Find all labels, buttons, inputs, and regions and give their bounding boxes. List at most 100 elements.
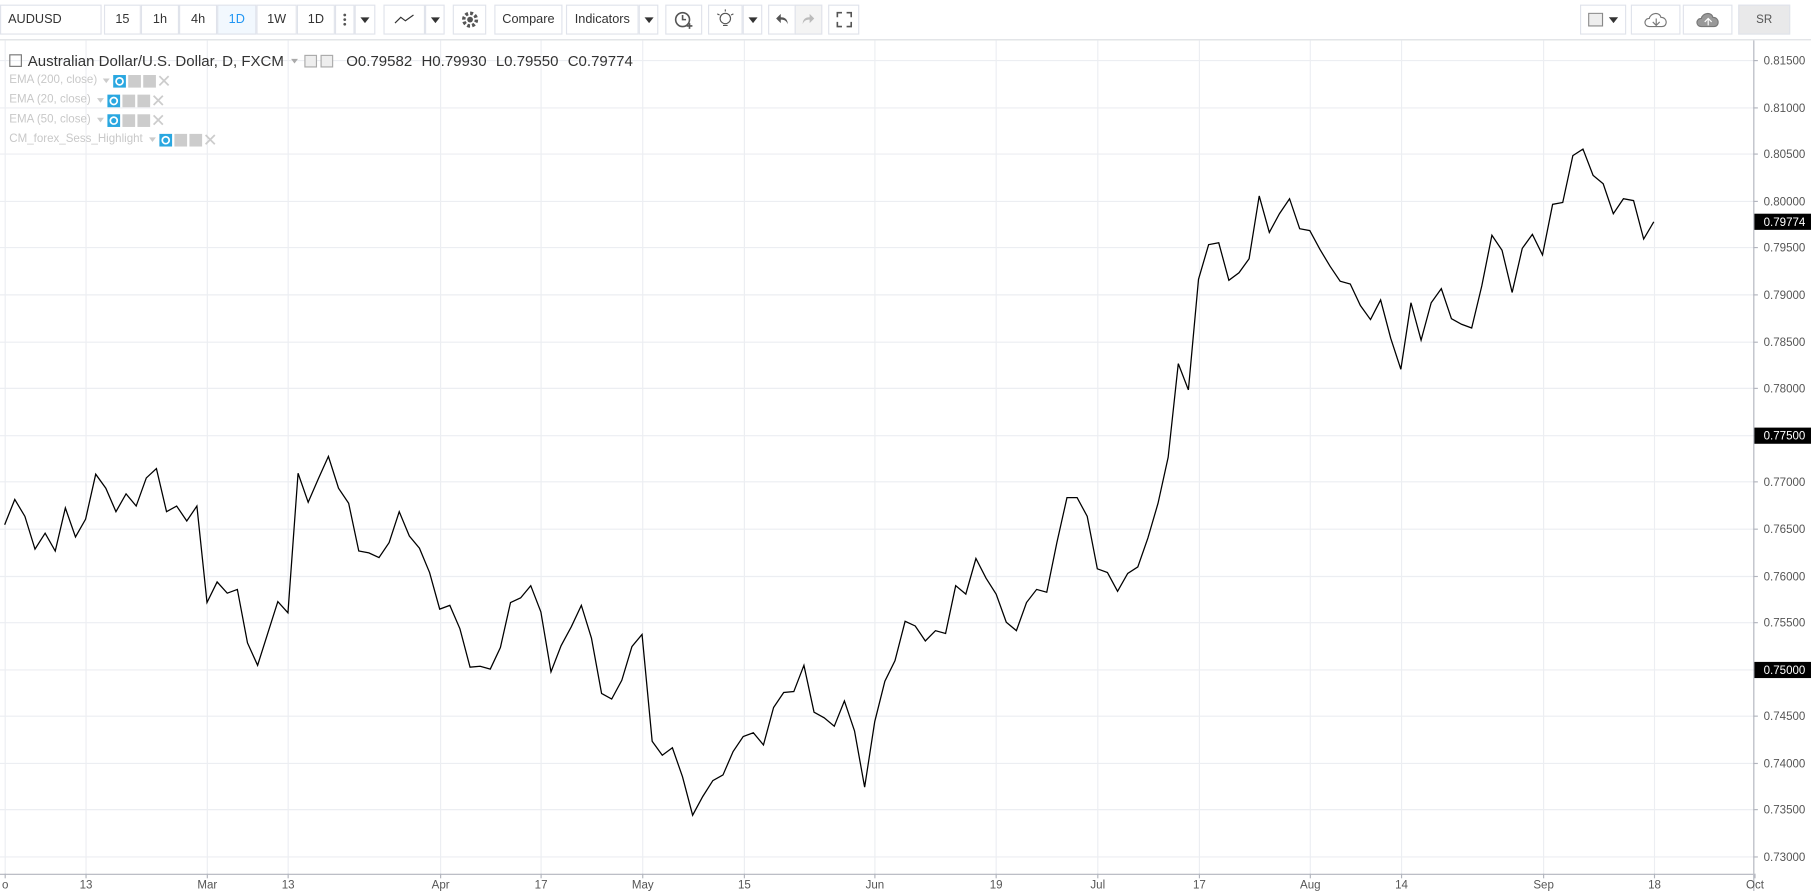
axes: 0.73000 0.73500 0.74000 0.74500 0.75000 0.755… <box>2 56 1811 891</box>
interval-dropdown[interactable] <box>354 4 376 35</box>
x-tick-label: Sep <box>1533 880 1554 891</box>
indicators-button[interactable]: Indicators <box>565 4 639 35</box>
plot-area <box>4 148 1655 817</box>
legend-main: Australian Dollar/U.S. Dollar, D, FXCM O… <box>9 51 642 71</box>
price-line-label-bg <box>1754 427 1811 444</box>
x-tick-label: Mar <box>197 880 217 891</box>
compare-button[interactable]: Compare <box>494 4 563 35</box>
toolbar: AUDUSD 15 1h 4h 1D 1W 1D Compare Indicators S… <box>0 0 1811 41</box>
more-intervals[interactable] <box>334 4 355 35</box>
indicators-dropdown[interactable] <box>638 4 659 35</box>
study-row: CM_forex_Sess_Highlight <box>9 129 642 149</box>
y-tick-label: 0.79500 <box>1764 243 1806 255</box>
y-tick-label: 0.79000 <box>1764 290 1806 302</box>
fullscreen-button[interactable] <box>828 4 860 35</box>
x-tick-label: 15 <box>738 880 751 891</box>
y-tick-label: 0.76500 <box>1764 524 1806 536</box>
ohlc-item: H0.79930 <box>421 52 486 69</box>
ideas-dropdown[interactable] <box>742 4 763 35</box>
chart-style-dropdown[interactable] <box>425 4 445 35</box>
account-button[interactable]: SR <box>1738 4 1791 35</box>
price-line <box>4 148 1655 817</box>
y-tick-label: 0.73000 <box>1764 852 1806 864</box>
y-tick-label: 0.75000 <box>1764 665 1806 677</box>
y-tick-label: 0.80500 <box>1764 149 1806 161</box>
interval-button[interactable]: 1D <box>296 4 335 35</box>
ohlc-value: 0.79774 <box>578 51 633 70</box>
study-controls[interactable] <box>147 132 221 146</box>
y-tick-label: 0.77000 <box>1764 477 1806 489</box>
series-controls[interactable] <box>288 54 337 68</box>
layout-button[interactable] <box>1579 4 1627 35</box>
y-tick-label: 0.81500 <box>1764 56 1806 68</box>
y-tick-label: 0.73500 <box>1764 805 1806 817</box>
y-tick-label: 0.78000 <box>1764 383 1806 395</box>
x-tick-label: 13 <box>282 880 295 891</box>
x-tick-label: May <box>632 880 654 891</box>
y-tick-label: 0.77500 <box>1764 431 1806 443</box>
last-price-marker <box>1754 213 1811 230</box>
ohlc-label: H <box>421 51 433 70</box>
alert-button[interactable] <box>665 4 703 35</box>
price-line-label-bg <box>1754 661 1811 679</box>
study-controls[interactable] <box>95 93 169 107</box>
symbol-input[interactable]: AUDUSD <box>0 4 102 35</box>
y-tick-label: 0.74000 <box>1764 759 1806 771</box>
x-tick-label: 17 <box>535 880 548 891</box>
legend: Australian Dollar/U.S. Dollar, D, FXCM O… <box>9 51 642 149</box>
x-tick-label: Jul <box>1090 880 1105 891</box>
study-row: EMA (50, close) <box>9 110 642 130</box>
ohlc-label: L <box>495 51 505 70</box>
study-controls[interactable] <box>102 73 176 88</box>
y-tick-label: 0.81000 <box>1764 103 1806 115</box>
y-tick-label: 0.78500 <box>1764 337 1806 349</box>
study-row: EMA (200, close) <box>9 70 642 90</box>
ohlc-item: L0.79550 <box>496 52 559 69</box>
x-tick-label: 19 <box>990 880 1003 891</box>
y-tick-label: 0.75500 <box>1764 618 1806 630</box>
interval-button[interactable]: 1W <box>256 4 297 35</box>
save-button[interactable] <box>1682 4 1733 35</box>
grid <box>0 40 1756 874</box>
x-tick-label: 14 <box>1395 880 1408 891</box>
studies-list: EMA (200, close) EMA (20, close) EMA (50, … <box>9 70 642 148</box>
settings-button[interactable] <box>452 4 487 35</box>
x-tick-label: Jun <box>866 880 885 891</box>
series-title: Australian Dollar/U.S. Dollar, D, FXCM <box>27 51 284 70</box>
study-controls[interactable] <box>95 113 169 127</box>
study-name: EMA (50, close) <box>9 113 91 126</box>
ohlc-value: 0.79550 <box>504 51 559 70</box>
ohlc-item: C0.79774 <box>568 52 633 69</box>
ideas-button[interactable] <box>707 4 743 35</box>
collapse-toggle[interactable] <box>9 54 22 67</box>
x-tick-label: Oct <box>1746 880 1765 891</box>
x-tick-label: Apr <box>432 880 450 891</box>
y-tick-label: 0.76000 <box>1764 572 1806 584</box>
ohlc-item: O0.79582 <box>346 52 412 69</box>
interval-button[interactable]: 4h <box>179 4 218 35</box>
interval-button[interactable]: 15 <box>103 4 141 35</box>
redo-button[interactable] <box>794 4 823 35</box>
study-name: EMA (20, close) <box>9 93 91 107</box>
study-name: EMA (200, close) <box>9 73 98 87</box>
ohlc-label: O <box>346 51 358 70</box>
x-tick-label: Aug <box>1300 880 1321 891</box>
interval-button[interactable]: 1D <box>217 4 257 35</box>
interval-button[interactable]: 1h <box>140 4 180 35</box>
ohlc-value: 0.79930 <box>432 51 487 70</box>
study-row: EMA (20, close) <box>9 90 642 110</box>
last-price-label: 0.79774 <box>1764 217 1806 229</box>
ohlc-label: C <box>567 51 579 70</box>
x-tick-label: 17 <box>1193 880 1206 891</box>
study-name: CM_forex_Sess_Highlight <box>9 132 143 146</box>
chart-style[interactable] <box>383 4 426 35</box>
x-tick-label: 18 <box>1648 880 1661 891</box>
x-tick-label: o <box>2 880 8 891</box>
ohlc-value: 0.79582 <box>357 51 413 70</box>
price-axis <box>1753 40 1811 891</box>
load-button[interactable] <box>1630 4 1681 35</box>
y-tick-label: 0.80000 <box>1764 196 1806 208</box>
x-tick-label: 13 <box>80 880 93 891</box>
